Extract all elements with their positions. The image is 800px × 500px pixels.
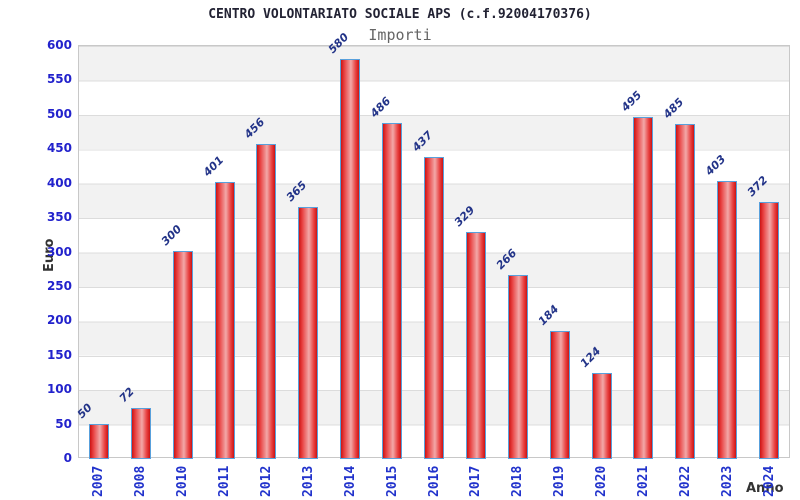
y-tick-label: 150 xyxy=(46,347,72,362)
x-tick-label-2008: 2008 xyxy=(133,465,148,497)
x-tick-label-2024: 2024 xyxy=(762,465,777,497)
bar-2021 xyxy=(633,117,653,459)
y-tick-label: 100 xyxy=(46,382,72,397)
y-tick-label: 600 xyxy=(46,38,72,52)
x-tick-label-2019: 2019 xyxy=(552,465,567,497)
bar-2008 xyxy=(131,408,151,459)
x-tick-label-2022: 2022 xyxy=(678,465,693,497)
y-tick-label: 0 xyxy=(63,451,72,465)
bar-2023 xyxy=(717,181,737,459)
chart-subtitle: Importi xyxy=(368,26,432,44)
bar-2015 xyxy=(382,123,402,459)
x-tick-label-2020: 2020 xyxy=(594,465,609,497)
x-tick-label-2017: 2017 xyxy=(468,465,483,497)
bar-2011 xyxy=(215,182,235,459)
x-axis-title: Anno xyxy=(746,481,784,496)
y-tick-label: 500 xyxy=(46,106,72,121)
x-tick-label-2007: 2007 xyxy=(91,465,106,497)
bar-2016 xyxy=(424,157,444,459)
bar-2017 xyxy=(466,232,486,459)
bar-2024 xyxy=(759,202,779,459)
bar-2010 xyxy=(173,251,193,459)
x-tick-label-2015: 2015 xyxy=(385,465,400,497)
x-tick-label-2013: 2013 xyxy=(301,465,316,497)
x-tick-label-2016: 2016 xyxy=(427,465,442,497)
y-tick-label: 550 xyxy=(46,72,72,87)
x-tick-label-2012: 2012 xyxy=(259,465,274,497)
x-tick-label-2018: 2018 xyxy=(510,465,525,497)
bar-2007 xyxy=(89,424,109,459)
y-tick-label: 300 xyxy=(46,244,72,259)
x-tick-label-2014: 2014 xyxy=(343,465,358,497)
y-tick-label: 200 xyxy=(46,313,72,328)
bar-2014 xyxy=(340,59,360,459)
bar-2012 xyxy=(256,144,276,459)
x-tick-label-2021: 2021 xyxy=(636,465,651,497)
y-tick-label: 450 xyxy=(46,141,72,156)
bar-2018 xyxy=(508,275,528,459)
chart-title: CENTRO VOLONTARIATO SOCIALE APS (c.f.920… xyxy=(208,7,592,22)
y-tick-label: 50 xyxy=(55,416,72,431)
x-tick-label-2023: 2023 xyxy=(720,465,735,497)
x-tick-label-2011: 2011 xyxy=(217,465,232,497)
y-tick-label: 400 xyxy=(46,175,72,190)
bar-2019 xyxy=(550,331,570,459)
bar-2020 xyxy=(592,373,612,459)
y-tick-label: 250 xyxy=(46,278,72,293)
bar-2022 xyxy=(675,124,695,459)
y-tick-label: 350 xyxy=(46,210,72,225)
x-tick-label-2010: 2010 xyxy=(175,465,190,497)
bar-2013 xyxy=(298,207,318,459)
